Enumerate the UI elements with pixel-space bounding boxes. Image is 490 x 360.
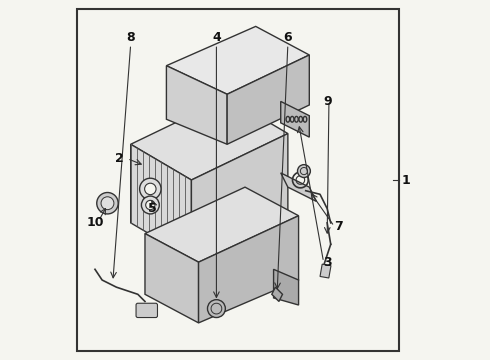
Text: 5: 5 xyxy=(148,202,156,215)
Polygon shape xyxy=(131,144,192,258)
Polygon shape xyxy=(281,102,309,137)
Polygon shape xyxy=(281,173,317,202)
Polygon shape xyxy=(198,216,298,323)
Circle shape xyxy=(97,193,118,214)
Circle shape xyxy=(142,196,159,214)
Polygon shape xyxy=(145,234,198,323)
Polygon shape xyxy=(145,187,298,262)
Polygon shape xyxy=(167,66,227,144)
Text: 4: 4 xyxy=(212,31,221,44)
Text: 2: 2 xyxy=(115,152,123,165)
Text: 7: 7 xyxy=(334,220,343,233)
Text: 3: 3 xyxy=(323,256,332,269)
Polygon shape xyxy=(192,134,288,258)
Circle shape xyxy=(101,197,114,210)
Polygon shape xyxy=(131,98,288,180)
Polygon shape xyxy=(273,269,298,305)
Circle shape xyxy=(297,165,310,177)
Text: 8: 8 xyxy=(126,31,135,44)
Polygon shape xyxy=(167,26,309,94)
Text: 6: 6 xyxy=(284,31,292,44)
Circle shape xyxy=(140,178,161,200)
Polygon shape xyxy=(227,55,309,144)
Circle shape xyxy=(146,201,155,210)
Polygon shape xyxy=(272,287,283,301)
Text: 10: 10 xyxy=(86,216,104,229)
Circle shape xyxy=(207,300,225,318)
Text: 1: 1 xyxy=(401,174,410,186)
FancyBboxPatch shape xyxy=(136,303,157,318)
Text: 9: 9 xyxy=(323,95,332,108)
Circle shape xyxy=(145,183,156,195)
Bar xyxy=(320,264,331,278)
